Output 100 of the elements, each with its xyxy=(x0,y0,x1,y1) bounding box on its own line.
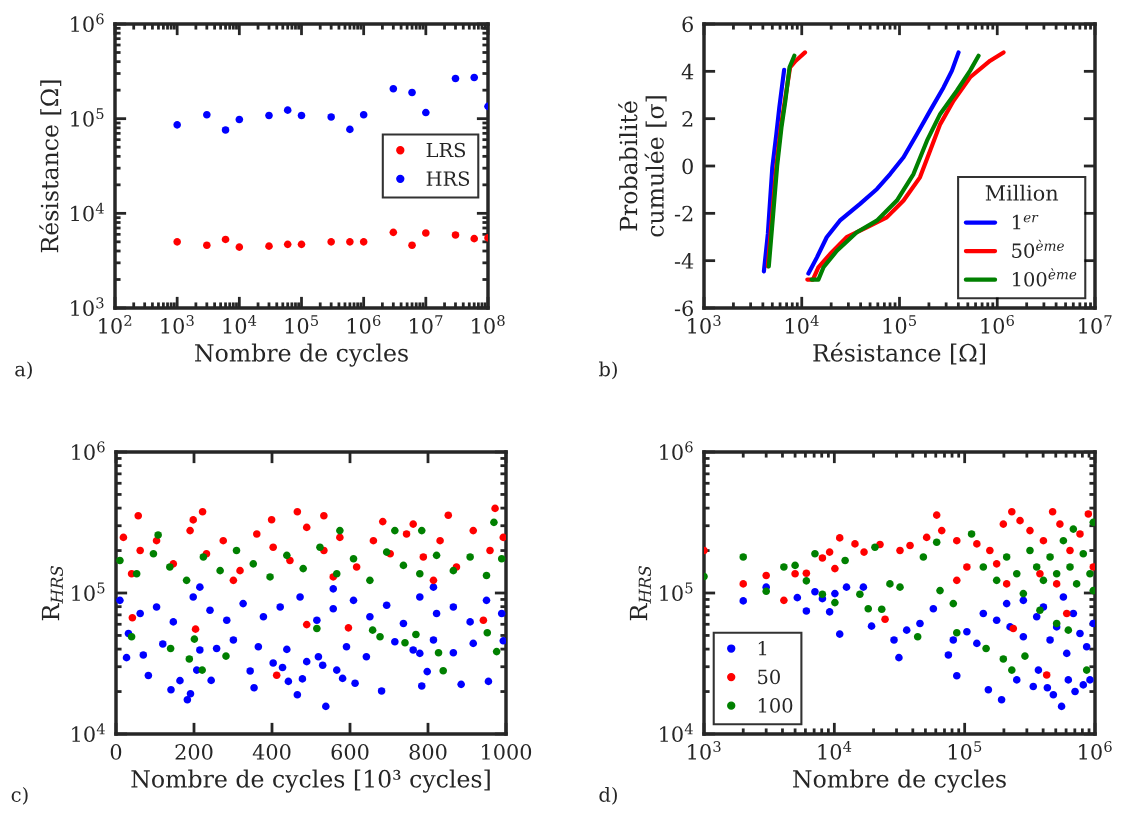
point xyxy=(203,241,211,250)
point xyxy=(444,511,453,520)
point xyxy=(154,531,162,539)
legend-label: HRS xyxy=(426,171,470,186)
text: b) xyxy=(598,361,617,380)
point xyxy=(336,533,344,542)
point xyxy=(491,504,499,513)
point xyxy=(134,511,143,520)
point xyxy=(402,530,411,538)
point xyxy=(182,576,191,585)
point xyxy=(451,231,460,239)
point xyxy=(499,533,506,542)
point xyxy=(368,626,377,634)
x-tick-label: 10$^{6}$ xyxy=(1079,741,1112,760)
line-series xyxy=(761,67,787,274)
point xyxy=(313,624,321,633)
point xyxy=(299,564,307,573)
x-axis-title: Résistance [Ω] xyxy=(813,342,985,365)
point xyxy=(346,238,354,246)
x-tick-label: 0 xyxy=(110,744,122,760)
point xyxy=(429,576,438,585)
point xyxy=(119,533,128,542)
point xyxy=(492,647,501,656)
point xyxy=(352,563,361,571)
text: d) xyxy=(599,786,617,805)
point xyxy=(346,125,354,134)
point xyxy=(283,551,291,560)
point xyxy=(116,556,124,565)
point xyxy=(378,517,387,526)
point xyxy=(232,546,241,555)
point xyxy=(132,569,141,578)
point xyxy=(466,553,474,561)
point xyxy=(349,554,358,563)
point xyxy=(316,543,324,552)
x-axis-title: Nombre de cycles xyxy=(793,769,1006,793)
point xyxy=(252,530,261,538)
point xyxy=(265,111,273,120)
y-tick-label: 10$^{6}$ xyxy=(72,441,105,461)
point xyxy=(332,569,341,578)
point xyxy=(149,549,158,558)
point xyxy=(283,106,292,114)
legend-label: 100$^{ème}$ xyxy=(1012,268,1077,287)
y-tick-label: 10$^{4}$ xyxy=(71,202,104,222)
point xyxy=(203,110,211,119)
y-tick-label: 6 xyxy=(682,16,693,33)
point xyxy=(236,566,244,575)
point xyxy=(389,228,398,237)
y-tick-label: -2 xyxy=(674,205,693,222)
point xyxy=(376,633,384,641)
y-tick-label: 10$^{4}$ xyxy=(72,723,105,743)
point xyxy=(327,113,335,121)
point xyxy=(449,566,458,575)
x-tick-label: 10$^{5}$ xyxy=(285,315,319,334)
point xyxy=(185,655,194,663)
x-tick-label: 10$^{6}$ xyxy=(981,315,1014,334)
point xyxy=(336,526,344,535)
point xyxy=(190,635,199,643)
point xyxy=(186,526,194,535)
point xyxy=(417,526,426,535)
x-axis-title: Nombre de cycles [10³ cycles] xyxy=(131,769,490,793)
point xyxy=(198,507,207,516)
point xyxy=(436,536,444,545)
point xyxy=(198,666,206,674)
point xyxy=(432,551,441,560)
point xyxy=(469,526,478,535)
point xyxy=(470,234,479,243)
point xyxy=(302,620,311,629)
point xyxy=(293,507,302,516)
y-tick-label: 10$^{5}$ xyxy=(660,582,693,602)
line-series xyxy=(766,53,797,269)
y-tick-label: -4 xyxy=(674,253,694,269)
point xyxy=(191,625,200,633)
point xyxy=(419,553,428,561)
x-tick-label: 10$^{3}$ xyxy=(161,315,194,334)
point xyxy=(483,629,492,637)
y-axis-title: R$_{HRS}$ xyxy=(629,566,652,621)
point xyxy=(389,84,398,93)
y-axis-title: Résistance [Ω] xyxy=(39,80,62,253)
point xyxy=(166,644,175,653)
point xyxy=(451,74,460,83)
x-tick-label: 10$^{6}$ xyxy=(347,315,381,334)
legend-label: 50$^{ème}$ xyxy=(1012,239,1064,259)
point xyxy=(219,536,228,545)
point xyxy=(320,511,328,520)
point xyxy=(470,73,479,82)
point xyxy=(369,536,378,545)
point xyxy=(434,648,443,657)
point xyxy=(229,576,238,585)
point xyxy=(401,638,409,647)
x-tick-label: 10$^{2}$ xyxy=(99,315,132,334)
x-tick-label: 1000 xyxy=(482,744,532,760)
legend-title: Million xyxy=(985,184,1059,201)
legend-label: 50 xyxy=(758,669,780,685)
x-tick-label: 600 xyxy=(331,744,369,760)
point xyxy=(302,523,311,532)
legend-label: 1 xyxy=(758,640,767,656)
y-tick-label: 10$^{6}$ xyxy=(660,441,693,461)
point xyxy=(399,561,408,570)
y-tick-label: 10$^{4}$ xyxy=(660,723,693,743)
point xyxy=(222,652,230,660)
